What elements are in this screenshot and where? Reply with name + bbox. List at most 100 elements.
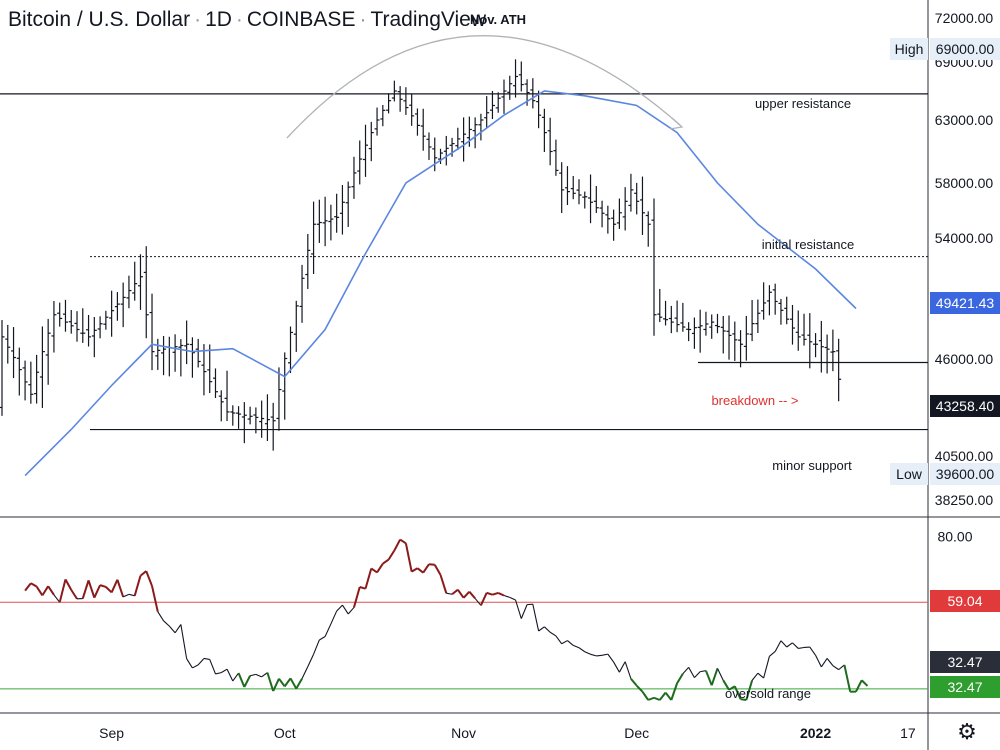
ohlc-bar	[651, 198, 657, 336]
rsi-segment	[278, 678, 286, 687]
ohlc-bar	[391, 80, 397, 102]
ohlc-bar	[818, 320, 824, 373]
time-axis[interactable]: Sep Oct Nov Dec 2022 17	[99, 725, 916, 741]
gear-icon[interactable]: ⚙	[957, 719, 977, 744]
ohlc-bar	[39, 326, 45, 408]
ohlc-bar	[518, 61, 524, 92]
rsi-segment	[544, 626, 551, 633]
rsi-segment	[468, 591, 476, 600]
rsi-segment	[710, 668, 719, 686]
ohlc-bar	[114, 292, 120, 321]
rsi-segment	[376, 563, 384, 573]
ohlc-bar	[426, 132, 432, 160]
ohlc-bar	[513, 59, 519, 98]
ohlc-bar	[455, 127, 461, 151]
rsi-segment	[174, 624, 182, 634]
rsi-segment	[826, 658, 834, 666]
ohlc-bar	[726, 315, 732, 360]
price-pane[interactable]	[0, 34, 928, 477]
ohlc-bar	[611, 209, 617, 241]
rsi-segment	[635, 684, 644, 693]
rsi-segment	[716, 668, 724, 681]
ohlc-bar	[357, 140, 363, 185]
ohlc-bar	[363, 124, 369, 177]
ohlc-bar	[386, 93, 392, 114]
rsi-segment	[139, 570, 147, 577]
rsi-segment	[647, 696, 655, 701]
ath-arc	[286, 34, 681, 139]
rsi-segment	[261, 672, 268, 678]
rsi-segment	[58, 579, 67, 603]
rsi-tick-label: 80.00	[937, 528, 972, 544]
ohlc-bar	[605, 205, 611, 234]
breakdown-label: breakdown -- >	[711, 393, 798, 408]
time-tick-label: Nov	[451, 725, 476, 741]
rsi-segment	[740, 698, 747, 701]
ohlc-bar	[230, 405, 236, 426]
rsi-segment	[722, 679, 730, 691]
interval[interactable]: 1D	[205, 8, 232, 31]
rsi-segment	[573, 644, 580, 649]
ohlc-bar	[241, 402, 247, 444]
high-value-tag: 69000.00	[930, 38, 1000, 60]
rsi-segment	[105, 586, 113, 594]
ohlc-bar	[120, 282, 126, 328]
ohlc-bar	[639, 176, 645, 235]
price-axis[interactable]: 72000.0069000.0063000.0058000.0054000.00…	[935, 10, 994, 544]
rsi-segment	[751, 672, 759, 681]
ohlc-bar	[207, 344, 213, 394]
rsi-segment	[769, 651, 776, 657]
rsi-segment	[53, 594, 61, 603]
rsi-segment	[370, 567, 378, 574]
ohlc-bar	[311, 201, 317, 274]
ohlc-bar	[132, 261, 138, 301]
rsi-segment	[658, 692, 667, 701]
ohlc-bar	[62, 299, 68, 332]
rsi-segment	[515, 599, 522, 619]
rsi-segment	[336, 604, 343, 612]
arc-arrowhead	[669, 117, 684, 130]
rsi-segment	[503, 594, 510, 598]
rsi-segment	[607, 653, 615, 663]
ohlc-bar	[443, 135, 449, 166]
brand: TradingView	[370, 8, 487, 31]
ohlc-bar	[149, 293, 155, 371]
rsi-segment	[532, 604, 540, 632]
rsi-segment	[359, 586, 366, 590]
ohlc-bar	[155, 338, 161, 370]
rsi-segment	[128, 593, 135, 597]
rsi-segment	[733, 685, 742, 700]
rsi-segment	[313, 639, 320, 655]
ohlc-bar	[801, 313, 807, 346]
ohlc-bar	[657, 288, 663, 323]
last-price-tag: 43258.40	[930, 395, 1000, 417]
ohlc-bar	[547, 117, 553, 166]
ohlc-bar	[622, 187, 628, 231]
symbol-name[interactable]: Bitcoin / U.S. Dollar	[8, 8, 191, 31]
ohlc-bar	[380, 104, 386, 127]
ohlc-bar	[691, 317, 697, 349]
ohlc-bar	[789, 304, 795, 345]
ohlc-bar	[778, 298, 784, 325]
ath-label: Nov. ATH	[470, 12, 526, 27]
ohlc-bar	[830, 329, 836, 372]
ohlc-bar	[236, 406, 242, 429]
rsi-segment	[411, 567, 418, 573]
ohlc-bar	[749, 300, 755, 342]
rsi-segment	[209, 659, 217, 675]
price-tick-label: 63000.00	[935, 112, 994, 128]
rsi-segment	[186, 658, 193, 669]
rsi-segment	[694, 671, 701, 679]
rsi-segment	[330, 610, 338, 625]
ohlc-bar	[478, 113, 484, 141]
low-value-tag: 39600.00	[930, 463, 1000, 485]
ohlc-bar	[282, 352, 288, 420]
rsi-segment	[549, 631, 557, 637]
ohlc-bar	[553, 139, 559, 176]
ohlc-bar	[172, 334, 178, 372]
rsi-pane[interactable]	[0, 538, 928, 701]
rsi-segment	[180, 624, 188, 659]
ohlc-bar	[761, 282, 767, 320]
ohlc-bar	[766, 285, 772, 316]
ohlc-bar	[697, 309, 703, 353]
